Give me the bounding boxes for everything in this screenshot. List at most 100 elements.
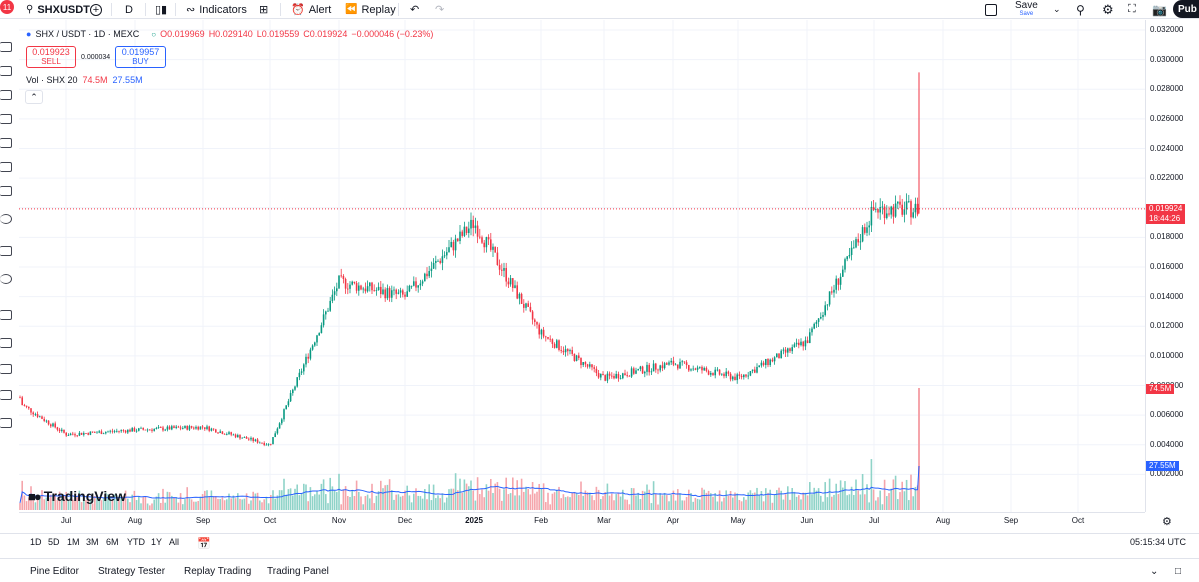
candle-body xyxy=(259,442,261,444)
projection-icon[interactable] xyxy=(0,138,12,148)
pattern-icon[interactable] xyxy=(0,114,12,124)
layouts-button[interactable]: ⊞ xyxy=(259,0,268,19)
candle-body xyxy=(912,212,914,218)
candle-body xyxy=(382,289,384,295)
time-axis-label: Jul xyxy=(60,516,72,525)
brush-icon[interactable] xyxy=(0,162,12,172)
emoji-icon[interactable] xyxy=(0,214,12,224)
candle-body xyxy=(78,432,81,436)
bottom-tab-replay-trading[interactable]: Replay Trading xyxy=(184,566,252,577)
interval-button[interactable]: D xyxy=(125,0,133,19)
zoom-icon[interactable] xyxy=(0,274,12,284)
candle-body xyxy=(151,429,153,431)
notification-badge[interactable]: 11 xyxy=(0,0,14,14)
save-menu-button[interactable]: ⌄ xyxy=(1053,0,1061,19)
candle-body xyxy=(25,405,28,407)
volume-legend-label[interactable]: Vol · SHX 20 xyxy=(26,75,78,85)
chart-type-button[interactable]: ▯▮ xyxy=(155,0,167,19)
volume-bar xyxy=(281,490,283,510)
compare-symbol-button[interactable]: + xyxy=(90,0,102,19)
settings-button[interactable]: ⚙ xyxy=(1102,0,1114,19)
layout-toggle-button[interactable] xyxy=(985,0,997,19)
range-button-ytd[interactable]: YTD xyxy=(127,537,145,547)
timezone-settings-button[interactable]: ⚙ xyxy=(1162,512,1172,530)
crosshair-icon[interactable] xyxy=(0,42,12,52)
favorites-icon[interactable] xyxy=(0,390,12,400)
candle-body xyxy=(452,241,455,251)
candle-body xyxy=(369,282,371,287)
candle-body xyxy=(135,430,138,432)
time-axis[interactable] xyxy=(19,512,1145,530)
replay-button[interactable]: ⏪ Replay xyxy=(345,0,396,19)
volume-bar xyxy=(157,493,160,510)
undo-button[interactable]: ↶ xyxy=(410,0,419,19)
lock-icon[interactable] xyxy=(0,338,12,348)
alert-button[interactable]: ⏰ Alert xyxy=(291,0,331,19)
legend-collapse-button[interactable]: ⌃ xyxy=(25,90,43,104)
range-button-1m[interactable]: 1M xyxy=(67,537,80,547)
candle-body xyxy=(267,443,270,445)
magnet-icon[interactable] xyxy=(0,310,12,320)
indicators-button[interactable]: ∾ Indicators xyxy=(186,0,247,19)
volume-bar xyxy=(641,490,644,510)
range-button-5d[interactable]: 5D xyxy=(48,537,60,547)
volume-bar xyxy=(292,495,294,510)
volume-bar xyxy=(446,497,448,510)
volume-bar xyxy=(740,501,743,510)
snapshot-button[interactable]: 📷 xyxy=(1152,0,1167,19)
volume-bar xyxy=(410,502,413,510)
bottom-tab-trading-panel[interactable]: Trading Panel xyxy=(267,566,329,577)
candle-body xyxy=(861,227,864,242)
goto-date-button[interactable]: 📅 xyxy=(197,537,211,550)
volume-bar xyxy=(120,494,122,510)
volume-bar xyxy=(701,487,703,510)
redo-button[interactable]: ↷ xyxy=(435,0,444,19)
save-button[interactable]: Save Save xyxy=(1015,0,1038,19)
range-button-1d[interactable]: 1D xyxy=(30,537,42,547)
volume-bar xyxy=(512,477,514,510)
fib-icon[interactable] xyxy=(0,90,12,100)
volume-bar xyxy=(725,490,727,510)
volume-bar xyxy=(413,493,415,510)
volume-bar xyxy=(74,500,76,510)
candle-body xyxy=(591,364,593,368)
volume-bar xyxy=(545,502,547,510)
range-button-all[interactable]: All xyxy=(169,537,180,547)
trendline-icon[interactable] xyxy=(0,66,12,76)
range-button-6m[interactable]: 6M xyxy=(106,537,119,547)
ruler-icon[interactable] xyxy=(0,246,12,256)
candle-body xyxy=(105,432,107,434)
bottom-tab-strategy-tester[interactable]: Strategy Tester xyxy=(98,566,166,577)
range-button-1y[interactable]: 1Y xyxy=(151,537,163,547)
candle-body xyxy=(138,428,140,431)
sell-button[interactable]: 0.019923 SELL xyxy=(26,46,76,68)
clock-label[interactable]: 05:15:34 UTC xyxy=(1130,537,1187,547)
volume-bar xyxy=(846,495,848,510)
price-axis[interactable] xyxy=(1145,20,1199,512)
symbol-title[interactable]: SHX / USDT · 1D · MEXC xyxy=(35,29,140,39)
volume-bar xyxy=(558,486,560,510)
candle-body xyxy=(791,347,793,352)
candle-body xyxy=(250,437,252,440)
bottom-tab-pine-editor[interactable]: Pine Editor xyxy=(30,566,79,577)
volume-bar xyxy=(749,490,752,510)
volume-bar xyxy=(437,495,439,510)
publish-button[interactable]: Pub xyxy=(1173,0,1199,18)
volume-bar xyxy=(294,488,296,510)
candle-body xyxy=(542,329,545,337)
quick-search-button[interactable]: ⚲ xyxy=(1076,0,1085,19)
volume-bar xyxy=(514,495,516,510)
text-icon[interactable] xyxy=(0,186,12,196)
symbol-search-button[interactable]: ⚲ SHXUSDT xyxy=(26,0,90,19)
candle-body xyxy=(296,377,298,387)
volume-bar xyxy=(503,489,505,510)
fullscreen-button[interactable]: ⛶ xyxy=(1128,0,1136,19)
candle-body xyxy=(758,365,760,367)
buy-button[interactable]: 0.019957 BUY xyxy=(115,46,166,68)
visibility-icon[interactable] xyxy=(0,364,12,374)
collapse-panel-button[interactable]: ⌄ xyxy=(1150,566,1158,577)
range-button-3m[interactable]: 3M xyxy=(86,537,99,547)
trash-icon[interactable] xyxy=(0,418,12,428)
maximize-panel-button[interactable]: □ xyxy=(1175,566,1181,577)
